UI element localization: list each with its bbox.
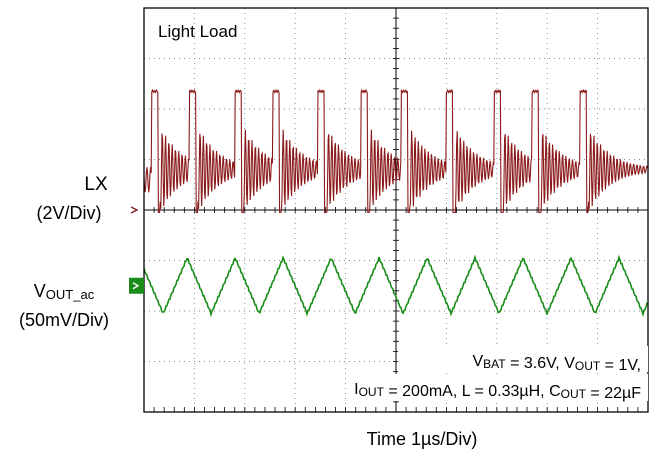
vout-name-main: V (34, 281, 46, 301)
lx-channel-name: LX (84, 174, 108, 195)
vout-name-sub: OUT_ac (46, 287, 95, 302)
conditions-line-1: VBAT = 3.6V, VOUT = 1V, (473, 353, 642, 374)
annotation-text: V (473, 353, 484, 370)
annotation-text: = 1V, (600, 357, 641, 374)
plot-frame (143, 7, 649, 413)
vout-channel-name: VOUT_ac (34, 281, 95, 302)
annotation-text: = 3.6V, V (506, 355, 576, 372)
annotation-text: = 200mA, L = 0.33µH, C (384, 383, 561, 400)
vout-marker-box (129, 277, 144, 294)
vout-marker-arrow (132, 282, 140, 290)
vout-channel-marker (129, 277, 144, 294)
vout-channel-scale: (50mV/Div) (19, 310, 109, 330)
x-axis-label: Time 1µs/Div) (367, 429, 478, 449)
lx-waveform (143, 88, 648, 214)
lx-channel-scale: (2V/Div) (36, 203, 101, 223)
annotation-subscript: OUT (561, 387, 587, 401)
waveforms (143, 88, 649, 318)
annotation-line1-bg (398, 346, 648, 372)
lx-channel-marker (130, 206, 139, 214)
lx-marker-arrow (130, 206, 139, 214)
vout-waveform (143, 254, 649, 318)
chart-title: Light Load (158, 22, 237, 41)
conditions-line-2: IOUT = 200mA, L = 0.33µH, COUT = 22µF (354, 381, 641, 402)
annotation-text: = 22µF (586, 385, 641, 402)
plot-border (143, 7, 649, 413)
annotation-text: I (354, 381, 358, 398)
annotation-line2-bg (374, 374, 648, 401)
annotation-subscript: BAT (483, 357, 506, 371)
annotation-subscript: OUT (359, 385, 385, 399)
annotation-subscript: OUT (575, 359, 601, 373)
